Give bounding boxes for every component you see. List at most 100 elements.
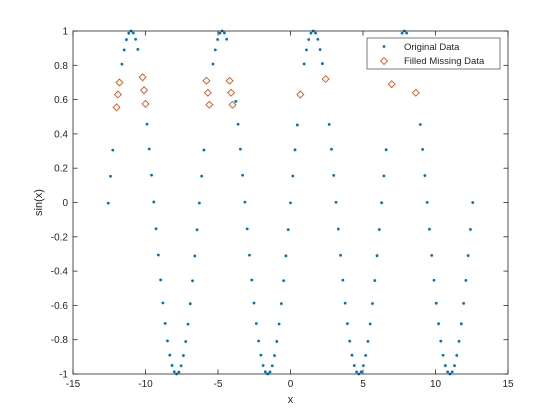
legend-filled-missing-data-label: Filled Missing Data: [404, 56, 485, 67]
original-data-point: [248, 253, 251, 257]
legend-box: [366, 37, 501, 70]
original-data-point: [455, 353, 459, 357]
original-data-point: [352, 364, 356, 367]
original-data-point: [182, 354, 185, 357]
original-data-point: [348, 339, 352, 343]
original-data-point: [216, 38, 219, 41]
original-data-point: [186, 322, 190, 326]
filled-missing-data-point: [115, 78, 124, 87]
y-tick-label: -0.6: [51, 301, 69, 312]
original-data-point: [368, 322, 372, 326]
original-data-point: [202, 148, 206, 152]
x-tick-label: -10: [138, 379, 153, 390]
original-data-point: [350, 353, 354, 357]
original-data-point: [145, 122, 149, 126]
original-data-point: [234, 99, 238, 103]
original-data-point: [309, 31, 313, 35]
original-data-point: [446, 370, 450, 374]
original-data-point: [469, 227, 472, 231]
series-layer: [106, 29, 475, 376]
original-data-point: [264, 370, 267, 374]
original-data-point: [261, 364, 265, 367]
original-data-point: [291, 174, 295, 178]
original-data-point: [384, 148, 388, 152]
y-tick-label: -0.8: [51, 335, 69, 346]
original-data-point: [259, 353, 263, 357]
original-data-point: [430, 253, 434, 257]
original-data-point: [268, 370, 272, 374]
x-tick-label: 0: [288, 379, 294, 390]
y-tick-label: 0: [62, 198, 68, 209]
original-data-point: [150, 173, 153, 177]
original-data-point: [213, 48, 217, 52]
x-tick-label: -5: [214, 379, 223, 390]
original-data-point: [371, 302, 374, 305]
original-data-point: [380, 201, 383, 205]
original-data-point: [250, 278, 254, 282]
filled-missing-data-point: [140, 86, 149, 95]
original-data-point: [275, 340, 279, 343]
original-data-point: [106, 201, 110, 205]
original-data-point: [170, 364, 174, 367]
original-data-point: [172, 370, 176, 374]
original-data-point: [320, 62, 324, 65]
x-axis-label: x: [288, 394, 294, 406]
original-data-point: [418, 123, 422, 126]
original-data-point: [277, 322, 281, 326]
original-data-point: [441, 353, 445, 357]
original-data-point: [432, 278, 436, 282]
y-tick-label: 0.6: [54, 95, 68, 106]
original-data-point: [400, 31, 404, 35]
filled-missing-data-point: [296, 90, 305, 99]
original-data-point: [236, 122, 240, 126]
y-axis-label: sin(x): [33, 189, 45, 216]
y-tick-label: -0.4: [51, 267, 69, 278]
original-data-point: [457, 339, 461, 343]
original-data-point: [211, 62, 215, 66]
original-data-point: [459, 322, 463, 326]
original-data-point: [159, 278, 163, 282]
original-data-point: [223, 31, 226, 35]
original-data-point: [195, 228, 199, 232]
original-data-point: [238, 147, 242, 151]
original-data-point: [225, 37, 229, 41]
original-data-point: [156, 253, 160, 257]
original-data-point: [471, 201, 475, 204]
tick-layer: -15 -10 -5 0 5 10 15 -1 -0.8 -0.6 -0.4 -0.2 0 0.2 0.4 0…: [51, 27, 514, 391]
original-data-point: [134, 37, 137, 41]
y-tick-label: 0.8: [54, 61, 68, 72]
original-data-point: [218, 31, 222, 35]
original-data-point: [289, 201, 292, 205]
y-tick-label: -1: [59, 370, 68, 381]
original-data-point: [464, 279, 468, 282]
original-data-point: [421, 147, 424, 151]
filled-missing-data-point: [411, 88, 420, 97]
original-data-point: [405, 31, 409, 35]
x-tick-label: -15: [66, 379, 81, 390]
legend-original-data-marker: [382, 45, 386, 48]
y-tick-label: 0.2: [54, 164, 68, 175]
y-tick-label: -0.2: [51, 232, 69, 243]
original-data-point: [245, 227, 249, 231]
original-data-point: [166, 339, 169, 343]
original-data-point: [423, 174, 427, 177]
original-data-point: [163, 321, 167, 325]
original-data-point: [314, 31, 317, 35]
original-data-point: [346, 322, 349, 325]
filled-missing-data-point: [113, 90, 122, 99]
original-data-point: [366, 339, 370, 343]
filled-missing-data-point: [205, 100, 214, 109]
original-data-point: [425, 200, 429, 204]
original-data-point: [339, 253, 342, 257]
original-data-point: [111, 148, 115, 152]
y-tick-label: 0.4: [54, 129, 68, 140]
original-data-point: [282, 279, 286, 283]
original-data-point: [330, 147, 333, 151]
original-data-point: [200, 174, 204, 178]
filled-missing-data-point: [141, 99, 150, 108]
x-tick-label: 15: [502, 379, 514, 390]
original-data-point: [197, 201, 201, 205]
original-data-point: [307, 38, 311, 41]
original-data-point: [286, 228, 290, 232]
